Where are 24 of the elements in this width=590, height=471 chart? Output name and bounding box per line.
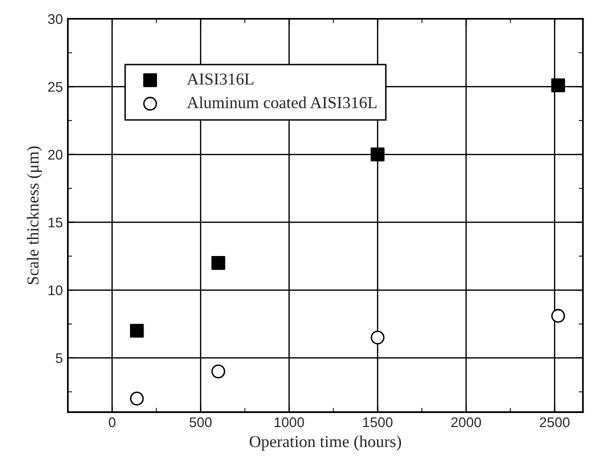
x-tick-label: 500 bbox=[190, 417, 212, 428]
y-tick-label: 20 bbox=[48, 150, 62, 160]
point bbox=[211, 364, 226, 378]
x-tick-label: 1500 bbox=[363, 417, 393, 428]
point bbox=[370, 148, 385, 162]
legend-label: AISI316L bbox=[186, 74, 254, 85]
y-tick-label: 25 bbox=[48, 82, 62, 92]
legend-label: Aluminum coated AISI316L bbox=[186, 96, 376, 108]
x-tick-label: 1000 bbox=[274, 417, 304, 428]
point bbox=[130, 392, 144, 406]
x-axis-title: Operation time (hours) bbox=[250, 435, 402, 451]
y-tick-label: 5 bbox=[56, 353, 62, 364]
point bbox=[551, 78, 566, 92]
y-tick-label: 10 bbox=[48, 285, 62, 296]
x-tick-label: 2500 bbox=[540, 417, 570, 428]
y-tick-label: 15 bbox=[48, 218, 62, 228]
y-axis-title: Scale thickness (μm) bbox=[26, 146, 42, 284]
x-tick-label: 0 bbox=[108, 417, 116, 428]
y-tick-label: 30 bbox=[48, 14, 62, 24]
point bbox=[130, 324, 144, 338]
x-tick-label: 2000 bbox=[451, 417, 482, 428]
point bbox=[551, 308, 566, 323]
point bbox=[211, 256, 226, 270]
point bbox=[370, 330, 385, 344]
